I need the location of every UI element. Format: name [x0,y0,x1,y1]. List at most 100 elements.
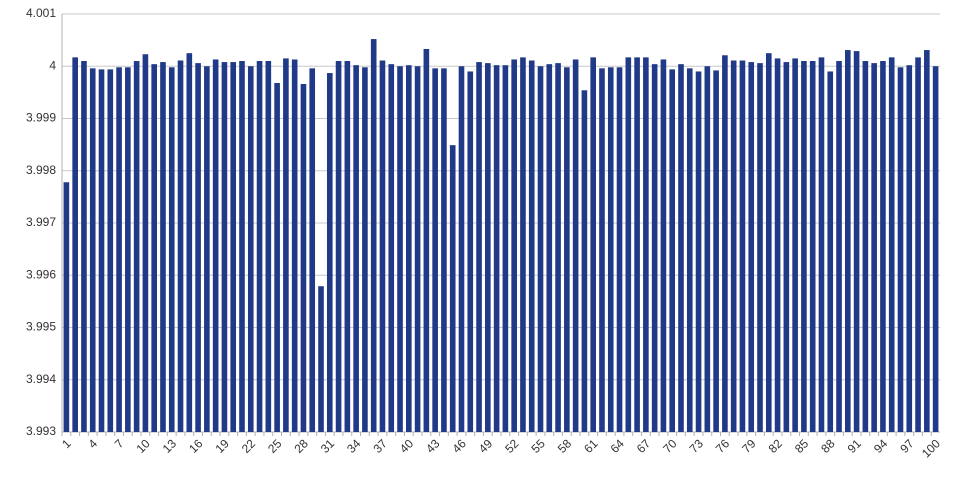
bar [713,70,719,433]
bar [204,66,210,432]
x-tick-label: 73 [687,436,707,456]
bar [458,66,465,432]
bar [853,51,860,432]
bar [818,57,825,433]
x-tick-label: 79 [739,436,759,456]
bar [607,67,614,433]
bar [449,145,456,432]
bar [291,59,298,433]
bar [520,57,526,433]
x-tick-label: 55 [529,436,549,456]
bar [247,66,254,432]
bar [274,82,280,432]
bar [502,65,509,432]
bar [177,60,184,432]
bar [774,58,781,432]
bar [230,62,237,432]
bar [221,62,228,432]
x-tick-label: 91 [845,436,865,456]
bar [300,84,307,432]
bar [353,65,359,432]
bar [265,61,272,433]
bar [485,63,491,433]
bar [757,63,763,433]
x-tick-label: 37 [370,436,390,456]
y-tick-label: 3.996 [26,267,56,281]
x-tick-label: 70 [660,436,680,456]
bar [467,71,474,432]
bar [528,60,535,432]
x-tick-label: 13 [160,436,180,456]
bar [845,50,851,433]
x-tick-label: 100 [919,436,943,460]
bar [783,62,790,432]
x-tick-label: 31 [318,436,338,456]
x-tick-label: 1 [59,436,74,451]
bar [326,73,333,432]
bar [880,61,886,433]
bar [581,90,588,432]
bar [906,65,913,432]
x-tick-label: 61 [581,436,601,456]
x-tick-label: 88 [818,436,838,456]
x-tick-label: 43 [423,436,443,456]
bar [643,57,649,433]
x-tick-label: 76 [713,436,733,456]
bar [72,57,78,433]
bar [89,68,96,432]
bar [590,57,596,433]
x-tick-label: 7 [112,436,127,451]
bar [212,59,219,433]
x-tick-label: 97 [897,436,917,456]
bar [98,69,105,432]
x-tick-label: 52 [502,436,522,456]
x-tick-label: 58 [555,436,575,456]
bar [432,68,438,432]
x-tick-label: 40 [397,436,417,456]
bar [125,67,131,433]
bar [160,62,166,432]
y-tick-label: 3.993 [26,424,56,438]
bar [81,61,87,433]
bar [379,60,386,432]
bar [397,66,403,432]
x-tick-label: 34 [344,436,364,456]
bar [283,58,289,432]
bar [142,54,149,433]
bar [730,60,737,432]
bar [932,66,939,432]
bar [686,68,693,432]
bar [625,57,632,433]
y-tick-label: 4 [49,58,56,72]
x-tick-label: 82 [766,436,786,456]
bar [318,286,324,432]
bar [511,59,517,433]
bar [897,67,904,433]
x-tick-label: 19 [212,436,232,456]
bar [239,61,245,433]
x-tick-label: 64 [608,436,628,456]
bar [862,61,869,433]
bar [924,50,930,433]
x-tick-label: 25 [265,436,285,456]
bar [809,61,816,433]
y-tick-label: 3.997 [26,215,56,229]
bar [195,63,201,433]
x-tick-label: 94 [871,436,891,456]
bar [722,55,728,433]
bar [669,69,676,432]
bar [660,59,667,433]
bar [827,71,834,432]
x-tick-label: 67 [634,436,654,456]
y-tick-label: 3.995 [26,320,56,334]
bar [915,57,921,433]
bar [63,182,70,432]
bar [836,61,842,433]
bar [335,61,342,433]
bar [748,62,755,432]
bar [133,61,140,433]
bar [765,53,772,432]
bar [107,69,114,432]
x-tick-label: 85 [792,436,812,456]
